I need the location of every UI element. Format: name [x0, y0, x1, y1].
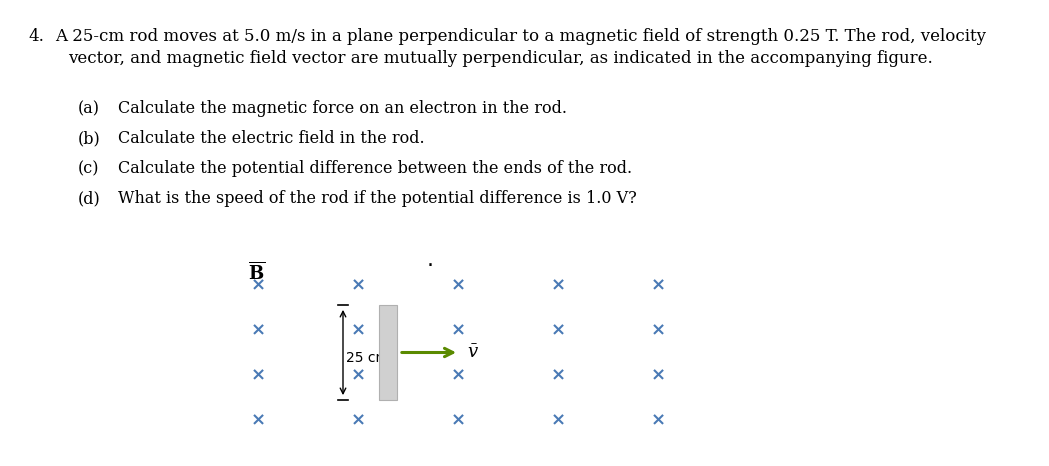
Text: ×: × — [350, 321, 365, 339]
Text: ×: × — [350, 366, 365, 384]
Text: ×: × — [450, 321, 466, 339]
Text: ×: × — [251, 366, 265, 384]
Text: $\mathregular{\bar{v}}$: $\mathregular{\bar{v}}$ — [467, 343, 479, 362]
Text: Calculate the potential difference between the ends of the rod.: Calculate the potential difference betwe… — [117, 160, 633, 177]
Text: (c): (c) — [78, 160, 100, 177]
Text: (d): (d) — [78, 190, 101, 207]
Text: ×: × — [350, 276, 365, 294]
Text: ×: × — [450, 411, 466, 429]
Text: (b): (b) — [78, 130, 101, 147]
Text: ×: × — [650, 411, 665, 429]
Text: (a): (a) — [78, 100, 100, 117]
Text: Calculate the magnetic force on an electron in the rod.: Calculate the magnetic force on an elect… — [117, 100, 568, 117]
Text: ×: × — [650, 366, 665, 384]
Text: ×: × — [450, 276, 466, 294]
Text: ×: × — [450, 366, 466, 384]
Text: ×: × — [251, 411, 265, 429]
Text: ×: × — [350, 411, 365, 429]
Text: 4.: 4. — [28, 28, 44, 45]
Text: ×: × — [551, 411, 565, 429]
Text: ×: × — [251, 321, 265, 339]
Text: ×: × — [251, 276, 265, 294]
Text: ×: × — [650, 276, 665, 294]
Text: ×: × — [650, 321, 665, 339]
Text: $\mathregular{\overline{B}}$: $\mathregular{\overline{B}}$ — [248, 262, 265, 284]
Text: A 25-cm rod moves at 5.0 m/s in a plane perpendicular to a magnetic field of str: A 25-cm rod moves at 5.0 m/s in a plane … — [55, 28, 986, 45]
Text: What is the speed of the rod if the potential difference is 1.0 V?: What is the speed of the rod if the pote… — [117, 190, 637, 207]
Text: 25 cm: 25 cm — [346, 350, 389, 364]
Text: Calculate the electric field in the rod.: Calculate the electric field in the rod. — [117, 130, 425, 147]
Text: ×: × — [551, 276, 565, 294]
Bar — [379, 305, 397, 400]
Text: vector, and magnetic field vector are mutually perpendicular, as indicated in th: vector, and magnetic field vector are mu… — [68, 50, 933, 67]
Text: ×: × — [551, 321, 565, 339]
Text: ×: × — [551, 366, 565, 384]
Text: ·: · — [427, 256, 433, 276]
